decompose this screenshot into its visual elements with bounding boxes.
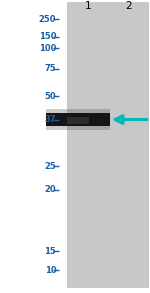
- Bar: [107, 2, 149, 288]
- Bar: [46, 113, 110, 126]
- Text: 75: 75: [45, 64, 56, 73]
- Text: 250: 250: [39, 15, 56, 23]
- Text: 20: 20: [45, 185, 56, 194]
- Text: 2: 2: [125, 1, 132, 11]
- Text: 50: 50: [45, 92, 56, 100]
- Text: 1: 1: [84, 1, 91, 11]
- Text: 15: 15: [45, 247, 56, 256]
- Text: 10: 10: [45, 266, 56, 275]
- Text: 25: 25: [45, 162, 56, 171]
- Bar: [67, 117, 89, 124]
- Bar: [46, 109, 110, 130]
- Text: 150: 150: [39, 32, 56, 41]
- Text: 100: 100: [39, 44, 56, 53]
- Text: 37: 37: [45, 115, 56, 124]
- Bar: [67, 2, 109, 288]
